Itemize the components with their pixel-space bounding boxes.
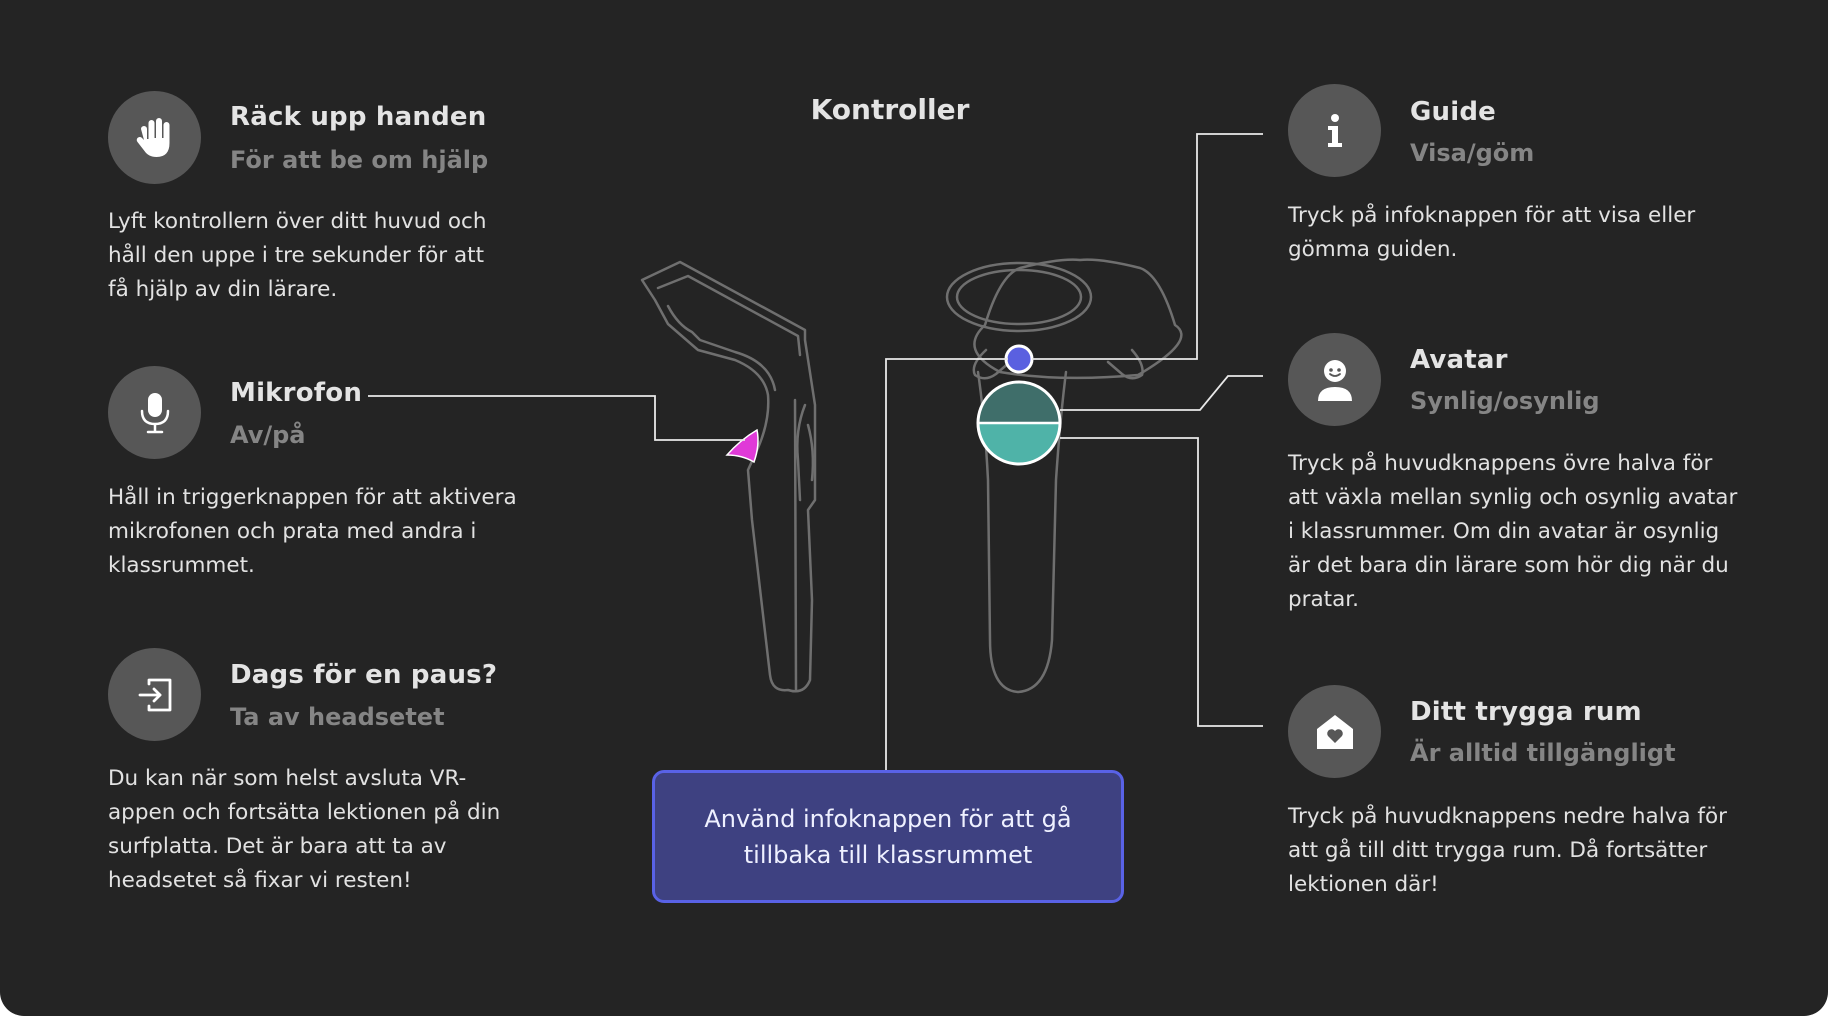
connector-lines — [368, 133, 1263, 770]
trigger-button-highlight — [725, 428, 759, 464]
guide-title: Guide — [1410, 97, 1497, 127]
microphone-title: Mikrofon — [230, 378, 363, 408]
safe-room-title: Ditt trygga rum — [1410, 697, 1642, 727]
guide-subtitle: Visa/göm — [1410, 139, 1535, 167]
controller-side-view — [640, 260, 817, 693]
raise-hand-icon-circle — [108, 91, 201, 184]
exit-icon-circle — [108, 648, 201, 741]
raise-hand-subtitle: För att be om hjälp — [230, 146, 489, 174]
raise-hand-title: Räck upp handen — [230, 102, 487, 132]
microphone-subtitle: Av/på — [230, 421, 306, 449]
raise-hand-description: Lyft kontrollern över ditt huvud och hål… — [108, 209, 487, 302]
info-box-text: Använd infoknappen för att gå tillbaka t… — [704, 804, 1072, 869]
microphone-icon — [140, 392, 169, 433]
avatar-icon-circle — [1288, 333, 1381, 426]
microphone-description: Håll in triggerknappen för att aktivera … — [108, 485, 517, 578]
avatar-title: Avatar — [1410, 345, 1508, 375]
page-title: Kontroller — [810, 93, 970, 126]
info-button — [1004, 344, 1034, 374]
avatar-subtitle: Synlig/osynlig — [1410, 387, 1600, 415]
guide-description: Tryck på infoknappen för att visa eller … — [1288, 203, 1696, 262]
safe-room-subtitle: Är alltid tillgängligt — [1410, 739, 1676, 767]
info-icon-circle — [1288, 84, 1381, 177]
pause-subtitle: Ta av headsetet — [230, 703, 445, 731]
info-box: Använd infoknappen för att gå tillbaka t… — [652, 770, 1124, 903]
raised-hand-icon — [136, 117, 169, 157]
exit-icon — [138, 678, 171, 711]
pause-description: Du kan när som helst avsluta VR-appen oc… — [108, 766, 501, 893]
safe-home-icon-circle — [1288, 685, 1381, 778]
microphone-icon-circle — [108, 366, 201, 459]
safe-room-description: Tryck på huvudknappens nedre halva för a… — [1288, 804, 1727, 897]
safe-home-icon — [1316, 714, 1353, 749]
pause-title: Dags för en paus? — [230, 660, 498, 690]
avatar-description: Tryck på huvudknappens övre halva för at… — [1288, 451, 1738, 612]
main-button-top-half — [978, 382, 1060, 423]
controller-front-view — [945, 258, 1183, 694]
main-button-bottom-half — [978, 423, 1060, 464]
avatar-icon — [1317, 359, 1352, 401]
info-icon — [1327, 113, 1342, 147]
